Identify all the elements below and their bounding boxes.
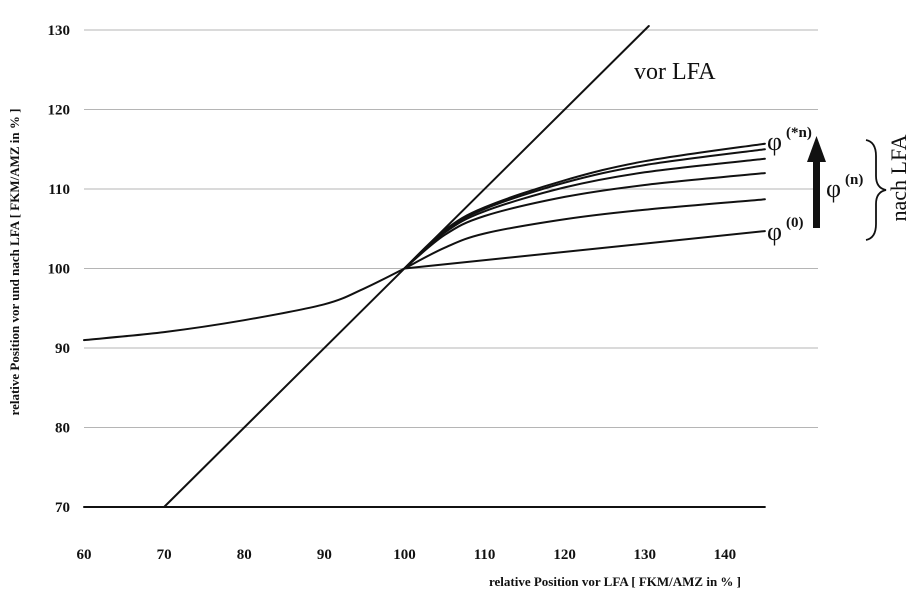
phi-zero-sup: (0)	[786, 215, 804, 231]
phi-zero-label: φ (0)	[767, 215, 804, 246]
phi-star-n-sup: (*n)	[786, 125, 812, 141]
grid-lines	[84, 29, 818, 428]
x-tick-label-130: 130	[634, 547, 657, 563]
phi-zero-base: φ	[767, 217, 782, 246]
y-tick-label-130: 130	[48, 23, 71, 39]
curly-brace-icon	[865, 139, 887, 241]
vor-lfa-label: vor LFA	[634, 59, 716, 85]
series-line-5	[403, 157, 766, 270]
tick-labels: 70 80 90 100 110 120 130 60 70 80 90 100 110 120 130 14…	[48, 23, 737, 563]
y-tick-label-100: 100	[48, 262, 71, 278]
x-tick-label-110: 110	[474, 547, 496, 563]
series-lines	[83, 25, 766, 508]
phi-n-label: φ (n)	[826, 172, 863, 203]
x-tick-label-90: 90	[317, 547, 332, 563]
phi-n-base: φ	[826, 174, 841, 203]
series-line-1	[83, 267, 406, 342]
y-tick-label-70: 70	[55, 500, 70, 516]
x-tick-label-120: 120	[553, 547, 576, 563]
x-tick-label-80: 80	[237, 547, 252, 563]
y-axis-title: relative Position vor und nach LFA [ FKM…	[7, 109, 22, 416]
phi-star-n-base: φ	[767, 127, 782, 156]
phi-star-n-label: φ (*n)	[767, 125, 812, 156]
phi-n-sup: (n)	[845, 172, 863, 188]
x-tick-label-140: 140	[714, 547, 737, 563]
y-tick-label-120: 120	[48, 103, 71, 119]
series-line-7	[403, 142, 766, 270]
x-axis-title: relative Position vor LFA [ FKM/AMZ in %…	[489, 574, 741, 589]
series-line-3	[403, 198, 766, 270]
y-tick-label-90: 90	[55, 341, 70, 357]
x-tick-label-100: 100	[393, 547, 416, 563]
x-tick-label-70: 70	[157, 547, 172, 563]
y-tick-label-110: 110	[48, 182, 70, 198]
nach-lfa-label: nach LFA	[886, 134, 911, 221]
series-line-4	[403, 172, 766, 270]
up-arrow-icon	[807, 136, 826, 228]
y-tick-label-80: 80	[55, 421, 70, 437]
series-line-2	[403, 230, 766, 270]
x-tick-label-60: 60	[77, 547, 92, 563]
